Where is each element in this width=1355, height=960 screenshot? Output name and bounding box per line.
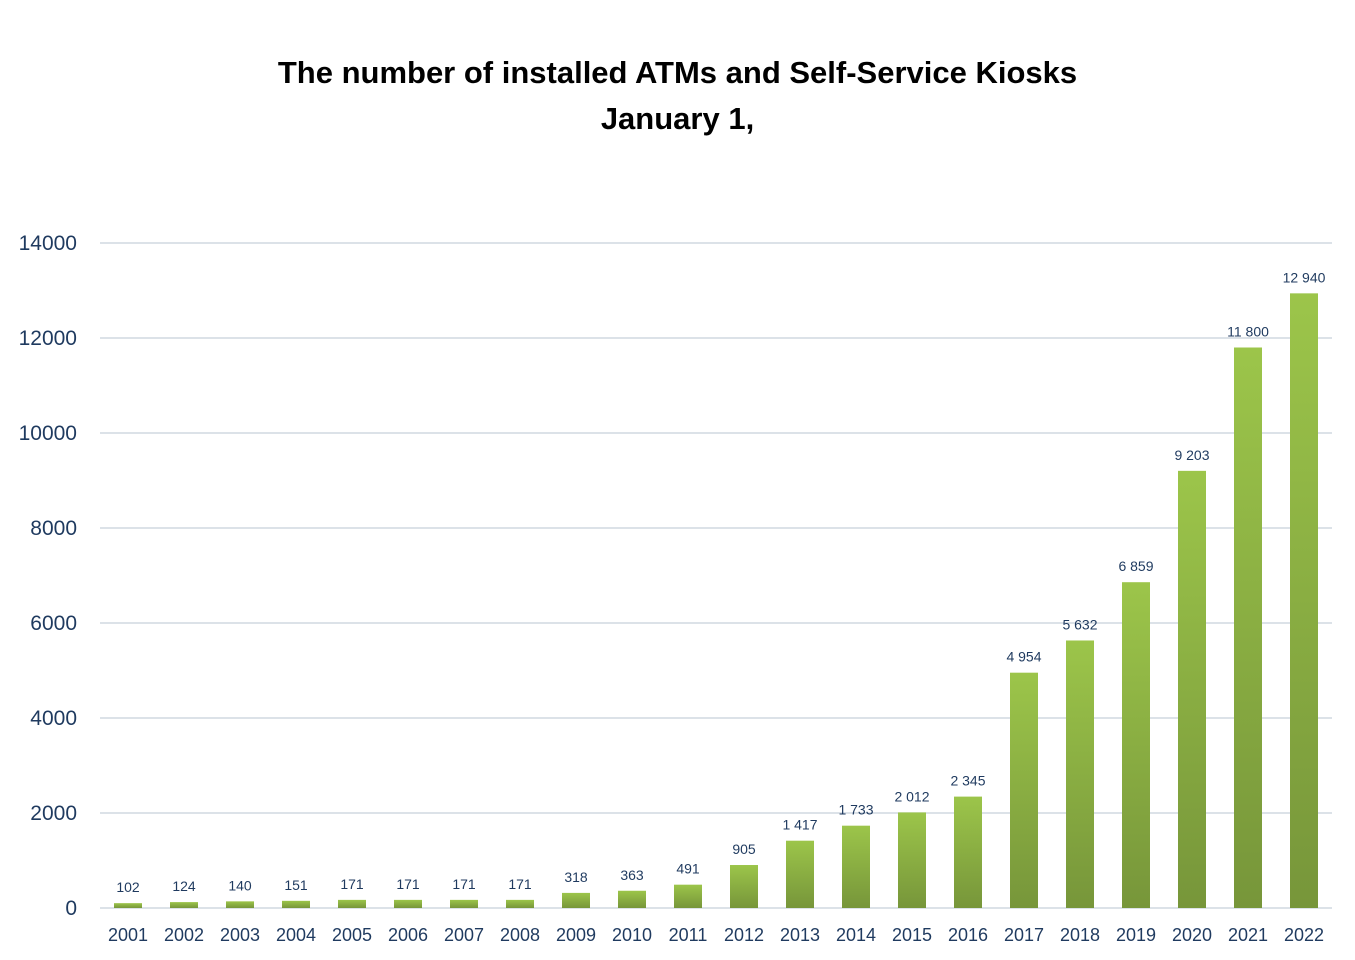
data-label-2012: 905: [732, 841, 756, 857]
x-tick-label: 2003: [220, 925, 260, 945]
x-tick-label: 2012: [724, 925, 764, 945]
x-tick-label: 2013: [780, 925, 820, 945]
data-label-2002: 124: [172, 878, 196, 894]
y-axis: 0 2000 4000 6000 8000 10000 12000 14000: [19, 232, 77, 920]
bar-2007: [450, 899, 478, 908]
y-tick-label: 12000: [19, 327, 77, 350]
bar-2006: [394, 899, 422, 908]
bar-2019: [1122, 582, 1150, 908]
data-label-2015: 2 012: [894, 788, 929, 804]
bar-2020: [1178, 470, 1206, 908]
x-tick-label: 2019: [1116, 925, 1156, 945]
x-tick-label: 2004: [276, 925, 316, 945]
data-label-2005: 171: [340, 876, 364, 892]
bar-2008: [506, 899, 534, 908]
y-tick-label: 2000: [30, 802, 77, 825]
data-label-2020: 9 203: [1174, 447, 1209, 463]
y-tick-label: 6000: [30, 612, 77, 635]
data-label-2001: 102: [116, 879, 140, 895]
bars: [114, 293, 1318, 909]
y-tick-label: 14000: [19, 232, 77, 255]
bar-2010: [618, 890, 646, 908]
x-tick-label: 2007: [444, 925, 484, 945]
chart-title: The number of installed ATMs and Self-Se…: [0, 50, 1355, 142]
bar-2012: [730, 865, 758, 908]
data-label-2003: 140: [228, 877, 252, 893]
x-axis: 2001 2002 2003 2004 2005 2006 2007 2008 2009 2010…: [108, 925, 1324, 945]
x-tick-label: 2021: [1228, 925, 1268, 945]
bar-2001: [114, 903, 142, 908]
bar-2004: [282, 900, 310, 908]
bar-2021: [1234, 347, 1262, 908]
data-label-2021: 11 800: [1227, 324, 1269, 340]
y-tick-label: 8000: [30, 517, 77, 540]
bar-2016: [954, 796, 982, 908]
data-label-2018: 5 632: [1062, 616, 1097, 632]
bar-2011: [674, 884, 702, 908]
bar-2017: [1010, 672, 1038, 908]
data-label-2008: 171: [508, 876, 532, 892]
x-tick-label: 2010: [612, 925, 652, 945]
x-tick-label: 2014: [836, 925, 876, 945]
x-tick-label: 2009: [556, 925, 596, 945]
data-label-2010: 363: [620, 867, 644, 883]
data-label-2006: 171: [396, 876, 420, 892]
bar-2015: [898, 812, 926, 908]
data-label-2016: 2 345: [950, 773, 985, 789]
y-tick-label: 4000: [30, 707, 77, 730]
data-label-2007: 171: [452, 876, 476, 892]
data-label-2009: 318: [564, 869, 588, 885]
y-tick-label: 0: [65, 897, 77, 920]
x-tick-label: 2016: [948, 925, 988, 945]
chart-title-line: The number of installed ATMs and Self-Se…: [277, 55, 1078, 90]
x-tick-label: 2022: [1284, 925, 1324, 945]
x-tick-label: 2006: [388, 925, 428, 945]
bar-2022: [1290, 293, 1318, 909]
x-tick-label: 2002: [164, 925, 204, 945]
bar-2009: [562, 892, 590, 908]
bar-2014: [842, 825, 870, 908]
x-tick-label: 2001: [108, 925, 148, 945]
data-label-2014: 1 733: [838, 802, 873, 818]
x-tick-label: 2005: [332, 925, 372, 945]
x-tick-label: 2015: [892, 925, 932, 945]
bar-2005: [338, 899, 366, 908]
x-tick-label: 2018: [1060, 925, 1100, 945]
data-labels: 102 124 140 151 171 171 171 171 318 363 491 905 1 41…: [116, 269, 1325, 895]
bar-2002: [170, 902, 198, 908]
x-tick-label: 2011: [669, 925, 708, 945]
data-label-2022: 12 940: [1283, 269, 1326, 285]
data-label-2019: 6 859: [1118, 558, 1153, 574]
x-tick-label: 2008: [500, 925, 540, 945]
bar-2018: [1066, 640, 1094, 908]
data-label-2013: 1 417: [782, 817, 817, 833]
y-tick-label: 10000: [19, 422, 77, 445]
x-tick-label: 2020: [1172, 925, 1212, 945]
bar-2013: [786, 840, 814, 908]
bar-2003: [226, 901, 254, 908]
chart-subtitle: January 1,: [600, 101, 755, 136]
data-label-2004: 151: [284, 877, 308, 893]
data-label-2011: 491: [676, 861, 700, 877]
x-tick-label: 2017: [1004, 925, 1044, 945]
data-label-2017: 4 954: [1006, 649, 1041, 665]
